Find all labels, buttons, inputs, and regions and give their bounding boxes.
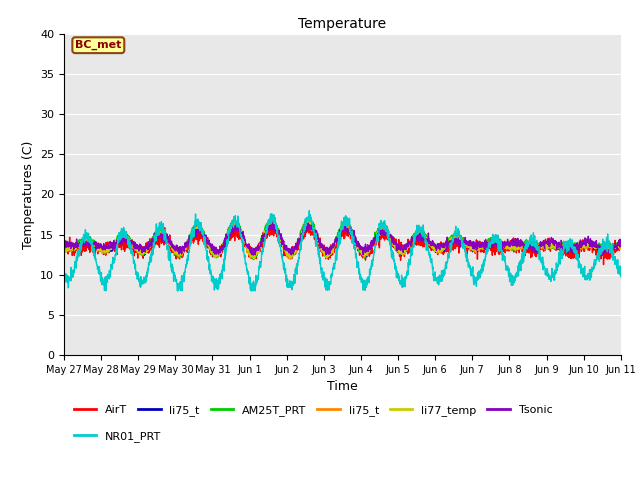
Y-axis label: Temperatures (C): Temperatures (C) [22, 140, 35, 249]
Line: li75_t: li75_t [64, 221, 621, 259]
Legend: NR01_PRT: NR01_PRT [70, 426, 166, 446]
AM25T_PRT [584, 244, 591, 250]
li77_temp [568, 243, 576, 249]
li75_t [617, 240, 625, 246]
li77_temp [584, 243, 591, 249]
Title: Temperature: Temperature [298, 17, 387, 31]
AM25T_PRT [268, 213, 275, 219]
li75_t [359, 251, 367, 257]
li75_t [285, 256, 293, 262]
NR01_PRT [505, 274, 513, 279]
AirT [504, 240, 512, 246]
NR01_PRT [102, 288, 109, 294]
li77_temp [268, 217, 275, 223]
AM25T_PRT [216, 250, 223, 256]
AM25T_PRT [250, 257, 257, 263]
AirT [359, 255, 367, 261]
Tsonic [617, 243, 625, 249]
Tsonic [216, 249, 223, 254]
li77_temp [617, 241, 625, 247]
li77_temp [60, 245, 68, 251]
Line: AM25T_PRT: AM25T_PRT [64, 216, 621, 260]
AirT [617, 243, 625, 249]
li75_t [568, 244, 576, 250]
li75_t [371, 235, 379, 240]
li75_t [505, 246, 513, 252]
Line: NR01_PRT: NR01_PRT [64, 211, 621, 291]
AirT [216, 252, 223, 257]
Line: Tsonic: Tsonic [64, 222, 621, 255]
li77_temp [359, 253, 367, 259]
Tsonic [505, 240, 513, 246]
AM25T_PRT [505, 243, 513, 249]
li75_t [505, 246, 513, 252]
X-axis label: Time: Time [327, 381, 358, 394]
li75_t [216, 251, 223, 256]
Line: AirT: AirT [64, 225, 621, 264]
li75_t [269, 218, 276, 224]
Tsonic [584, 239, 591, 244]
NR01_PRT [359, 286, 367, 292]
li75_t [268, 218, 275, 224]
AM25T_PRT [617, 243, 625, 249]
li77_temp [250, 256, 258, 262]
li75_t [216, 252, 223, 257]
NR01_PRT [60, 270, 68, 276]
AM25T_PRT [371, 229, 379, 235]
Text: BC_met: BC_met [75, 40, 122, 50]
NR01_PRT [584, 276, 591, 282]
AM25T_PRT [568, 240, 576, 246]
AirT [60, 245, 68, 251]
Tsonic [269, 219, 276, 225]
li77_temp [216, 249, 223, 255]
NR01_PRT [216, 276, 223, 282]
li75_t [568, 246, 576, 252]
AirT [568, 250, 575, 256]
Line: li75_t: li75_t [64, 221, 621, 258]
Tsonic [60, 245, 68, 251]
AirT [268, 222, 275, 228]
li77_temp [371, 235, 379, 240]
AM25T_PRT [359, 251, 367, 257]
li77_temp [505, 243, 513, 249]
NR01_PRT [568, 237, 576, 242]
li75_t [249, 255, 257, 261]
NR01_PRT [371, 243, 379, 249]
li75_t [584, 243, 591, 249]
li75_t [359, 251, 367, 257]
li75_t [617, 240, 625, 246]
AM25T_PRT [60, 245, 68, 251]
li75_t [584, 243, 591, 249]
li75_t [60, 245, 68, 251]
NR01_PRT [305, 208, 313, 214]
li75_t [371, 234, 379, 240]
li75_t [60, 247, 68, 253]
NR01_PRT [617, 274, 625, 280]
AirT [600, 262, 607, 267]
Tsonic [371, 239, 379, 245]
AirT [584, 240, 591, 245]
Line: li77_temp: li77_temp [64, 220, 621, 259]
Tsonic [568, 250, 576, 256]
Tsonic [250, 252, 257, 258]
AirT [371, 240, 379, 246]
Tsonic [359, 252, 367, 258]
